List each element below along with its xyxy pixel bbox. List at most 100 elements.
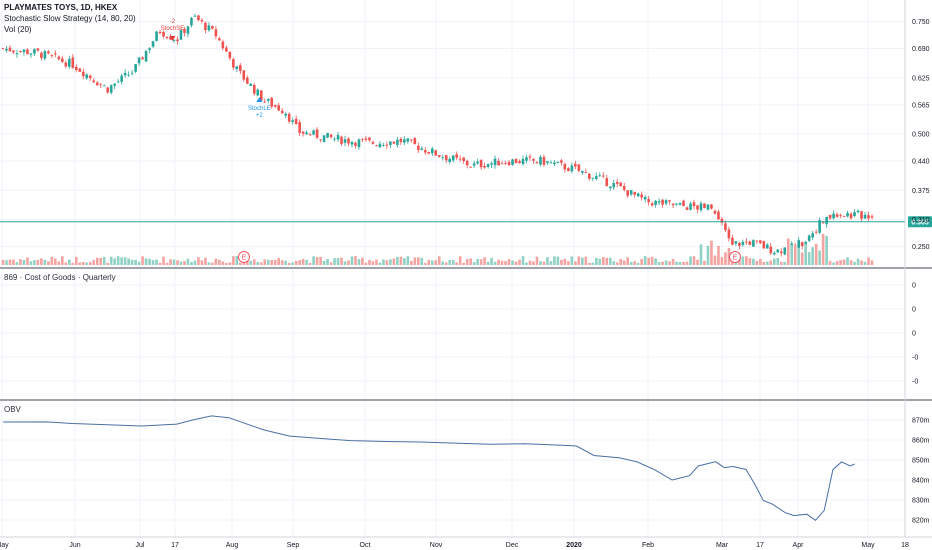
volume-bar xyxy=(769,260,773,265)
candle xyxy=(483,162,486,169)
volume-bar xyxy=(717,245,720,265)
volume-bar xyxy=(528,260,532,265)
volume-bar xyxy=(74,256,78,265)
candle xyxy=(629,189,633,197)
candle xyxy=(657,198,661,206)
volume-bar xyxy=(148,258,151,265)
volume-bar xyxy=(650,256,654,265)
time-tick-label: Aug xyxy=(226,542,239,549)
candle xyxy=(856,209,860,214)
candle xyxy=(647,195,650,206)
volume-bar xyxy=(567,261,570,265)
candle xyxy=(294,115,298,125)
candle xyxy=(860,210,863,222)
price-tick-label: 0.750 xyxy=(912,19,930,26)
candle xyxy=(717,209,720,220)
candle xyxy=(172,39,176,43)
volume-bar xyxy=(235,256,239,265)
candle xyxy=(417,142,420,153)
earnings-marker[interactable]: E xyxy=(729,251,741,263)
volume-bar xyxy=(134,259,137,265)
time-tick-label: Mar xyxy=(716,542,729,549)
volume-bar xyxy=(284,260,287,265)
candle xyxy=(158,30,162,35)
volume-bar xyxy=(458,256,462,265)
price-tick-label: 0.500 xyxy=(912,132,930,139)
candle xyxy=(472,160,476,169)
volume-bar xyxy=(821,234,825,265)
volume-bar xyxy=(364,262,368,265)
candle xyxy=(399,136,403,145)
volume-bar xyxy=(305,259,308,265)
volume-bar xyxy=(437,256,441,265)
candle xyxy=(252,83,256,96)
candle xyxy=(162,30,165,39)
volume-bar xyxy=(605,257,609,265)
volume-bar xyxy=(417,257,420,265)
volume-bar xyxy=(521,256,525,265)
symbol-title[interactable]: PLAYMATES TOYS, 1D, HKEX xyxy=(4,3,118,12)
volume-bar xyxy=(329,262,333,265)
long-signal-marker[interactable]: StochLE+2 xyxy=(248,97,271,119)
candle xyxy=(486,163,490,169)
volume-bar xyxy=(350,256,354,265)
candle xyxy=(406,138,410,144)
candle xyxy=(134,63,137,74)
candle xyxy=(671,203,675,209)
candle xyxy=(605,174,609,187)
earnings-marker[interactable]: E xyxy=(238,251,250,263)
volume-bar xyxy=(619,258,623,265)
candle xyxy=(385,141,389,150)
price-tick-label: 0.250 xyxy=(912,244,930,251)
volume-bar xyxy=(399,256,403,265)
volume-bar xyxy=(61,256,64,265)
obv-tick-label: 870m xyxy=(912,418,930,425)
volume-bar xyxy=(577,256,581,265)
cost-of-goods-legend[interactable]: 869 · Cost of Goods · Quarterly xyxy=(4,273,116,282)
volume-bar xyxy=(385,260,389,265)
obv-axis[interactable]: 870m 860m 850m 840m 830m 820m xyxy=(912,418,930,525)
strategy-label[interactable]: Stochastic Slow Strategy (14, 80, 20) xyxy=(4,14,136,23)
price-axis[interactable]: 0.750 0.690 0.625 0.565 0.500 0.440 0.375 0.310… xyxy=(912,19,930,251)
volume-bar xyxy=(581,257,584,265)
volume-bar xyxy=(507,259,511,265)
volume-bar xyxy=(343,261,347,265)
cost-of-goods-axis[interactable]: 0 0 0 -0 -0 xyxy=(912,283,918,386)
candle xyxy=(95,80,99,86)
time-tick-label: Dec xyxy=(506,542,519,549)
signal-label: StochSE xyxy=(161,26,184,32)
volume-bar xyxy=(748,258,752,265)
candle xyxy=(403,136,406,146)
candle xyxy=(818,217,821,235)
candle xyxy=(608,186,612,191)
time-axis[interactable]: May Jun Jul 17 Aug Sep Oct Nov Dec 2020 Feb Mar 17 Ap… xyxy=(0,542,909,549)
volume-bar xyxy=(776,257,780,265)
candle xyxy=(807,234,811,243)
candle xyxy=(291,117,294,125)
candle xyxy=(165,36,169,40)
candle xyxy=(455,151,458,161)
volume-bar xyxy=(228,262,232,265)
volume-bar xyxy=(291,262,294,265)
volume-bar xyxy=(640,259,643,265)
candle xyxy=(315,127,319,140)
candle xyxy=(706,204,710,211)
volume-bar xyxy=(47,261,50,265)
volume-bar xyxy=(493,261,497,265)
volume-bar xyxy=(15,262,19,265)
volume-bar xyxy=(633,261,636,265)
obv-legend[interactable]: OBV xyxy=(4,405,21,414)
candle xyxy=(863,211,867,219)
volume-bar xyxy=(518,259,521,265)
price-candles xyxy=(1,13,874,257)
candle xyxy=(33,48,36,56)
candle xyxy=(465,159,469,169)
candle xyxy=(85,73,89,80)
candle xyxy=(26,48,29,55)
volume-bar xyxy=(50,256,54,265)
volume-label[interactable]: Vol (20) xyxy=(4,25,32,34)
time-tick-label: 2020 xyxy=(566,542,582,549)
